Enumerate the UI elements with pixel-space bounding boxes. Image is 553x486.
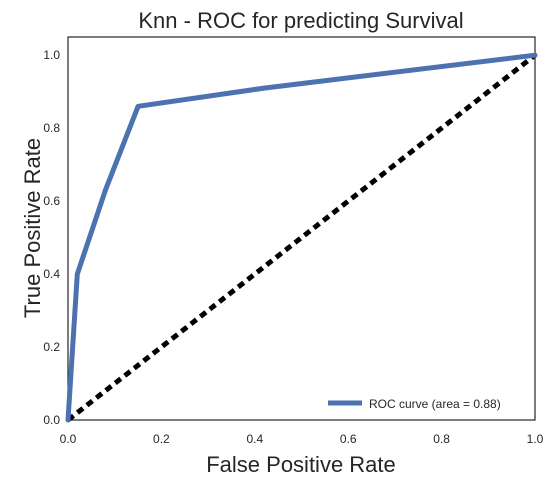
x-tick-label: 0.6 [340, 432, 357, 446]
y-tick-label: 0.4 [43, 267, 60, 281]
x-tick-label: 0.0 [60, 432, 77, 446]
x-axis-title: False Positive Rate [206, 452, 396, 477]
roc-curve-line [65, 52, 538, 423]
diagonal-reference-line [66, 53, 537, 422]
y-tick-label: 0.2 [43, 340, 60, 354]
x-tick-label: 0.4 [246, 432, 263, 446]
y-tick-label: 1.0 [43, 48, 60, 62]
x-tick-label: 1.0 [527, 432, 544, 446]
axis-ticks: 0.0 0.2 0.4 0.6 0.8 1.0 0.0 0.2 0.4 0.6 0.8 1.0 [43, 48, 543, 446]
x-tick-label: 0.8 [433, 432, 450, 446]
legend: ROC curve (area = 0.88) [328, 397, 501, 411]
legend-label-roc: ROC curve (area = 0.88) [369, 397, 501, 411]
x-tick-label: 0.2 [153, 432, 170, 446]
series-lines [65, 52, 538, 423]
y-tick-label: 0.8 [43, 121, 60, 135]
y-tick-label: 0.0 [43, 413, 60, 427]
y-axis-title: True Positive Rate [20, 138, 45, 318]
y-tick-label: 0.6 [43, 194, 60, 208]
chart-title: Knn - ROC for predicting Survival [138, 8, 463, 33]
